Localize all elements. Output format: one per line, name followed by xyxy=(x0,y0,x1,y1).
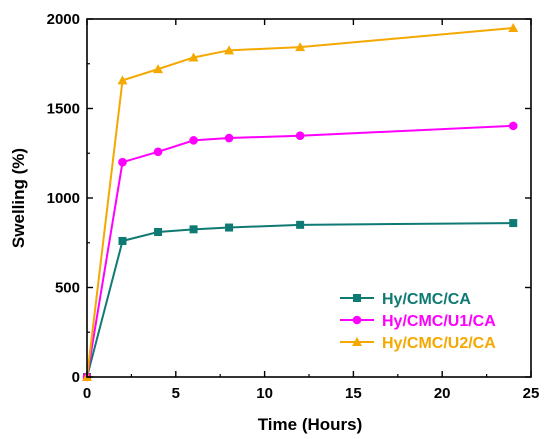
series-3 xyxy=(82,22,519,381)
legend: Hy/CMC/CA Hy/CMC/U1/CA Hy/CMC/U2/CA xyxy=(340,291,496,352)
axes: 0 5 10 15 20 25 0 500 1000 1500 2000 xyxy=(47,11,540,402)
data-point xyxy=(153,147,163,157)
y-axis-label: Swelling (%) xyxy=(9,148,28,248)
x-tick-label: 10 xyxy=(256,385,273,402)
y-tick-label: 500 xyxy=(55,280,80,297)
data-point xyxy=(117,75,128,85)
data-point xyxy=(189,136,198,145)
data-point xyxy=(508,22,519,32)
plot-area xyxy=(82,22,519,382)
legend-label: Hy/CMC/U1/CA xyxy=(382,313,496,330)
legend-marker xyxy=(353,294,361,302)
legend-label: Hy/CMC/CA xyxy=(382,291,471,308)
data-point xyxy=(296,220,305,229)
y-tick-label: 1000 xyxy=(47,190,80,207)
x-tick-label: 15 xyxy=(345,385,362,402)
data-point xyxy=(225,223,234,232)
x-tick-label: 5 xyxy=(172,385,180,402)
x-tick-label: 20 xyxy=(434,385,451,402)
data-point xyxy=(295,131,305,141)
legend-marker xyxy=(352,337,362,346)
data-point xyxy=(508,121,518,131)
legend-item: Hy/CMC/U1/CA xyxy=(340,313,496,330)
legend-item: Hy/CMC/U2/CA xyxy=(340,335,496,352)
data-point xyxy=(153,64,164,74)
y-tick-label: 2000 xyxy=(47,11,80,28)
x-axis-label: Time (Hours) xyxy=(258,415,363,434)
x-tick-label: 0 xyxy=(83,385,91,402)
series-2 xyxy=(82,121,518,382)
data-point xyxy=(509,219,518,228)
data-point xyxy=(118,236,127,245)
y-tick-label: 1500 xyxy=(47,101,80,118)
data-point xyxy=(154,228,163,237)
data-point xyxy=(295,42,306,52)
x-tick-label: 25 xyxy=(523,385,540,402)
legend-marker xyxy=(352,315,362,325)
data-point xyxy=(118,157,127,167)
data-point xyxy=(188,52,199,62)
data-point xyxy=(189,225,198,234)
y-tick-label: 0 xyxy=(72,369,80,386)
legend-item: Hy/CMC/CA xyxy=(340,291,471,308)
data-point xyxy=(224,45,235,55)
data-point xyxy=(224,133,234,143)
legend-label: Hy/CMC/U2/CA xyxy=(382,335,496,352)
